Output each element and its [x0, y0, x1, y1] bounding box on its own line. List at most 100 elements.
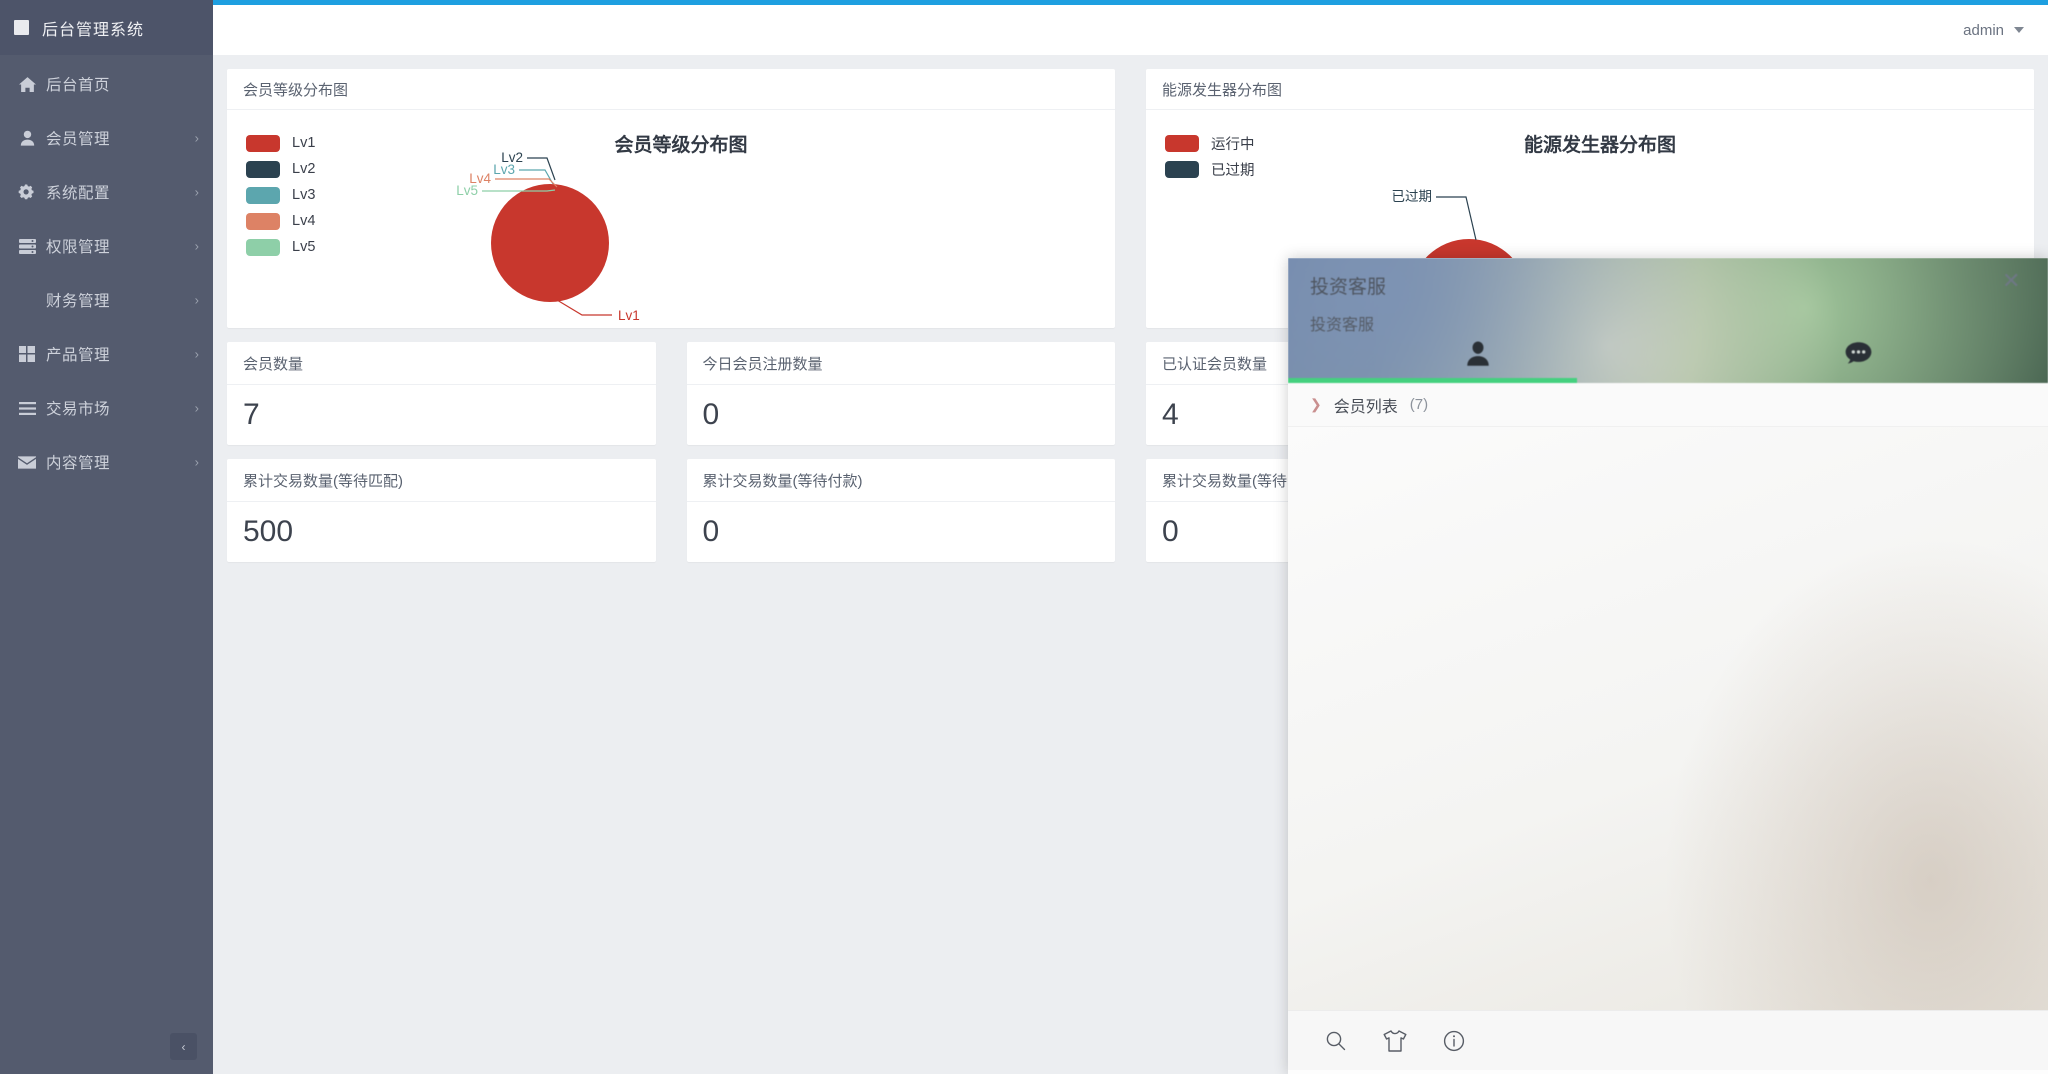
stat-value: 4: [1162, 398, 1179, 431]
stat-card: 累计交易数量(等待付款) 0: [686, 459, 1115, 562]
sidebar-collapse-button[interactable]: ‹: [170, 1033, 197, 1060]
pie-graphic: Lv2 Lv3 Lv4 Lv5 Lv1: [227, 110, 1115, 328]
legend-swatch: [246, 186, 280, 204]
chart-title: 会员等级分布图: [614, 135, 748, 156]
chevron-right-icon: ›: [194, 400, 199, 416]
stat-label: 今日会员注册数量: [686, 342, 1115, 385]
legend-swatch: [1165, 134, 1199, 152]
legend-item[interactable]: 已过期: [1165, 156, 1255, 182]
legend-item[interactable]: Lv1: [246, 130, 315, 156]
panel-member-level-distribution: 会员等级分布图 Lv1 Lv2 Lv3: [227, 69, 1115, 328]
chart-legend: Lv1 Lv2 Lv3 Lv4: [246, 130, 315, 260]
widget-progress-bar: [1288, 378, 1577, 383]
chevron-right-icon: ❯: [1310, 396, 1322, 412]
svg-text:Lv5: Lv5: [456, 183, 478, 198]
legend-label: 运行中: [1211, 136, 1255, 153]
chevron-left-icon: ‹: [181, 1039, 186, 1054]
admin-user-label: admin: [1963, 21, 2004, 39]
svg-text:Lv1: Lv1: [618, 308, 640, 323]
chevron-right-icon: ›: [194, 454, 199, 470]
sidebar-item-system-config[interactable]: 系统配置 ›: [0, 165, 213, 219]
legend-label: Lv3: [292, 187, 316, 203]
panel-title: 能源发生器分布图: [1146, 69, 2034, 110]
chevron-right-icon: ›: [194, 292, 199, 308]
legend-item[interactable]: Lv4: [246, 208, 315, 234]
sidebar-item-label: 权限管理: [46, 239, 111, 256]
widget-subtitle: 投资客服: [1310, 317, 1375, 334]
user-icon: [14, 130, 40, 146]
chart-member-level[interactable]: Lv1 Lv2 Lv3 Lv4: [227, 110, 1115, 328]
sidebar-item-permission-management[interactable]: 权限管理 ›: [0, 219, 213, 273]
top-header: admin: [213, 5, 2048, 55]
server-icon: [14, 238, 40, 254]
tshirt-icon[interactable]: [1382, 1029, 1408, 1053]
legend-swatch: [246, 134, 280, 152]
legend-label: Lv2: [292, 161, 316, 177]
sidebar-brand-label: 后台管理系统: [42, 21, 145, 39]
legend-label: 已过期: [1211, 162, 1255, 179]
sidebar-item-label: 会员管理: [46, 131, 111, 148]
sidebar-item-content-management[interactable]: 内容管理 ›: [0, 435, 213, 489]
legend-swatch: [246, 238, 280, 256]
top-accent-bar: [0, 0, 2048, 5]
panel-title: 会员等级分布图: [227, 69, 1115, 110]
widget-footer: [1288, 1010, 2048, 1070]
chevron-down-icon: [2014, 27, 2024, 33]
contact-person-icon[interactable]: [1288, 333, 1668, 373]
stat-value: 0: [702, 515, 720, 548]
sidebar-item-label: 交易市场: [46, 401, 111, 418]
member-list-label: 会员列表: [1333, 398, 1398, 416]
sidebar-item-label: 财务管理: [46, 293, 111, 310]
svg-text:Lv3: Lv3: [493, 162, 515, 177]
stat-card: 累计交易数量(等待匹配) 500: [227, 459, 656, 562]
envelope-icon: [14, 455, 40, 469]
stat-value: 0: [1162, 515, 1179, 548]
legend-swatch: [1165, 160, 1199, 178]
chart-legend: 运行中 已过期: [1165, 130, 1255, 182]
sidebar-brand[interactable]: 后台管理系统: [0, 0, 213, 55]
sidebar-item-member-management[interactable]: 会员管理 ›: [0, 111, 213, 165]
svg-text:Lv2: Lv2: [501, 150, 523, 165]
widget-hero-actions: [1288, 333, 2048, 373]
sidebar-item-product-management[interactable]: 产品管理 ›: [0, 327, 213, 381]
square-logo-icon: [14, 20, 29, 35]
widget-hero: 投资客服 投资客服 ✕: [1288, 258, 2048, 383]
legend-label: Lv1: [292, 135, 316, 151]
sidebar-item-trading-market[interactable]: 交易市场 ›: [0, 381, 213, 435]
sidebar-item-label: 产品管理: [46, 347, 111, 364]
svg-text:Lv4: Lv4: [469, 171, 491, 186]
member-list-row[interactable]: ❯ 会员列表 (7): [1288, 383, 2048, 427]
admin-user-menu[interactable]: admin: [1963, 22, 2024, 39]
legend-swatch: [246, 212, 280, 230]
stat-value: 7: [243, 398, 260, 431]
stat-value: 0: [702, 398, 720, 431]
legend-item[interactable]: Lv3: [246, 182, 315, 208]
info-icon[interactable]: [1442, 1029, 1466, 1053]
gears-icon: [14, 184, 40, 201]
stat-label: 会员数量: [227, 342, 656, 385]
sidebar-item-label: 内容管理: [46, 455, 111, 472]
sidebar: 后台管理系统 后台首页 会员管理 ›: [0, 0, 213, 1074]
legend-label: Lv5: [292, 239, 316, 255]
chat-bubble-icon[interactable]: [1668, 333, 2048, 373]
bars-icon: [14, 401, 40, 415]
legend-item[interactable]: Lv5: [246, 234, 315, 260]
legend-item[interactable]: Lv2: [246, 156, 315, 182]
widget-body: [1288, 427, 2048, 1010]
sidebar-item-backend-home[interactable]: 后台首页: [0, 57, 213, 111]
search-icon[interactable]: [1324, 1029, 1348, 1053]
close-icon[interactable]: ✕: [2002, 268, 2021, 293]
legend-swatch: [246, 160, 280, 178]
chart-title: 能源发生器分布图: [1523, 135, 1676, 156]
legend-item[interactable]: 运行中: [1165, 130, 1255, 156]
chevron-right-icon: ›: [194, 346, 199, 362]
sidebar-item-finance-management[interactable]: 财务管理 ›: [0, 273, 213, 327]
stat-label: 累计交易数量(等待匹配): [227, 459, 656, 502]
chevron-right-icon: ›: [194, 238, 199, 254]
chevron-right-icon: ›: [194, 130, 199, 146]
legend-label: Lv4: [292, 213, 316, 229]
member-list-count: (7): [1409, 396, 1429, 413]
stat-value: 500: [243, 515, 294, 548]
chevron-right-icon: ›: [194, 184, 199, 200]
